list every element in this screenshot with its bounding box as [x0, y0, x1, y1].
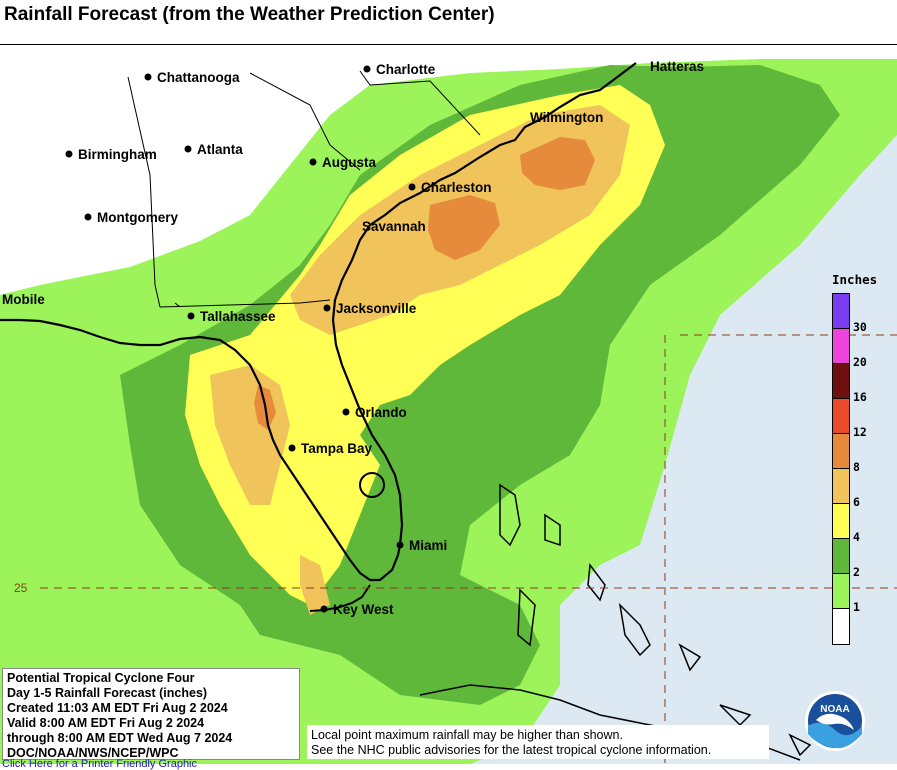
info-line: Created 11:03 AM EDT Fri Aug 2 2024 [7, 701, 228, 715]
legend-title: Inches [832, 272, 878, 287]
svg-text:Montgomery: Montgomery [97, 210, 178, 225]
legend-swatch [833, 294, 849, 329]
city-charleston: Charleston [408, 180, 492, 195]
legend-color-bar [832, 293, 850, 645]
city-key-west: Key West [320, 602, 394, 617]
svg-text:Mobile: Mobile [2, 292, 45, 307]
forecast-info-box: Potential Tropical Cyclone Four Day 1-5 … [2, 668, 300, 760]
legend-tick-label: 6 [853, 495, 860, 509]
legend-swatch [833, 504, 849, 539]
svg-text:Miami: Miami [409, 538, 447, 553]
legend-swatch [833, 609, 849, 644]
legend-tick-label: 12 [853, 425, 867, 439]
legend-tick-label: 1 [853, 600, 860, 614]
legend-tick-label: 2 [853, 565, 860, 579]
legend-tick-label: 20 [853, 355, 867, 369]
svg-text:Augusta: Augusta [322, 155, 376, 170]
rain-band-8 [254, 137, 595, 430]
legend-tick-label: 30 [853, 320, 867, 334]
legend-swatch [833, 574, 849, 609]
legend-swatch [833, 469, 849, 504]
lake-okeechobee [359, 472, 385, 498]
svg-text:Charlotte: Charlotte [376, 62, 436, 77]
city-savannah: Savannah [362, 219, 426, 234]
note-line: Local point maximum rainfall may be high… [311, 728, 623, 742]
svg-text:Hatteras: Hatteras [650, 59, 704, 74]
city-mobile: Mobile [2, 292, 45, 307]
city-markers: Chattanooga Charlotte Hatteras Birmingha… [2, 59, 704, 617]
svg-text:Jacksonville: Jacksonville [336, 301, 417, 316]
svg-text:Charleston: Charleston [421, 180, 492, 195]
coastline [0, 62, 637, 582]
svg-text:NOAA: NOAA [820, 704, 849, 715]
legend-swatch [833, 539, 849, 574]
noaa-logo[interactable]: NOAA [804, 690, 866, 752]
city-atlanta: Atlanta [184, 142, 243, 157]
bahamas [499, 483, 812, 757]
rain-band-6 [210, 105, 630, 615]
city-wilmington: Wilmington [530, 110, 603, 125]
latitude-label-25: 25 [14, 581, 28, 595]
city-orlando: Orlando [342, 405, 407, 420]
info-line: DOC/NOAA/NWS/NCEP/WPC [7, 746, 179, 760]
city-hatteras: Hatteras [650, 59, 704, 74]
city-charlotte: Charlotte [363, 62, 436, 77]
svg-text:Birmingham: Birmingham [78, 147, 157, 162]
city-tallahassee: Tallahassee [187, 309, 276, 324]
legend-swatch [833, 329, 849, 364]
svg-text:Tallahassee: Tallahassee [200, 309, 276, 324]
city-montgomery: Montgomery [84, 210, 178, 225]
legend-tick-label: 16 [853, 390, 867, 404]
info-line: Day 1-5 Rainfall Forecast (inches) [7, 686, 208, 700]
legend-swatch [833, 364, 849, 399]
city-chattanooga: Chattanooga [144, 70, 240, 85]
legend-tick-label: 4 [853, 530, 860, 544]
svg-text:Savannah: Savannah [362, 219, 426, 234]
note-line: See the NHC public advisories for the la… [311, 743, 712, 757]
page-title: Rainfall Forecast (from the Weather Pred… [4, 4, 495, 25]
svg-text:Tampa Bay: Tampa Bay [301, 441, 373, 456]
rainfall-map: 25 Chattanooga Charlotte Hatteras Birmin… [0, 44, 897, 764]
svg-text:Atlanta: Atlanta [197, 142, 243, 157]
info-line: Valid 8:00 AM EDT Fri Aug 2 2024 [7, 716, 205, 730]
svg-text:Chattanooga: Chattanooga [157, 70, 240, 85]
city-augusta: Augusta [309, 155, 376, 170]
legend-swatch [833, 399, 849, 434]
city-jacksonville: Jacksonville [323, 301, 417, 316]
printer-friendly-link[interactable]: Click Here for a Printer Friendly Graphi… [2, 758, 198, 770]
svg-text:Key West: Key West [333, 602, 394, 617]
city-miami: Miami [396, 538, 447, 553]
city-birmingham: Birmingham [65, 147, 157, 162]
legend-swatch [833, 434, 849, 469]
info-line: Potential Tropical Cyclone Four [7, 671, 195, 685]
legend-tick-label: 8 [853, 460, 860, 474]
rainfall-legend: Inches 30 20 16 12 8 6 4 2 1 [826, 269, 894, 649]
disclaimer-note: Local point maximum rainfall may be high… [307, 725, 769, 759]
info-line: through 8:00 AM EDT Wed Aug 7 2024 [7, 731, 233, 745]
svg-text:Wilmington: Wilmington [530, 110, 603, 125]
state-borders [127, 70, 481, 308]
svg-text:Orlando: Orlando [355, 405, 407, 420]
city-tampa-bay: Tampa Bay [288, 441, 373, 456]
